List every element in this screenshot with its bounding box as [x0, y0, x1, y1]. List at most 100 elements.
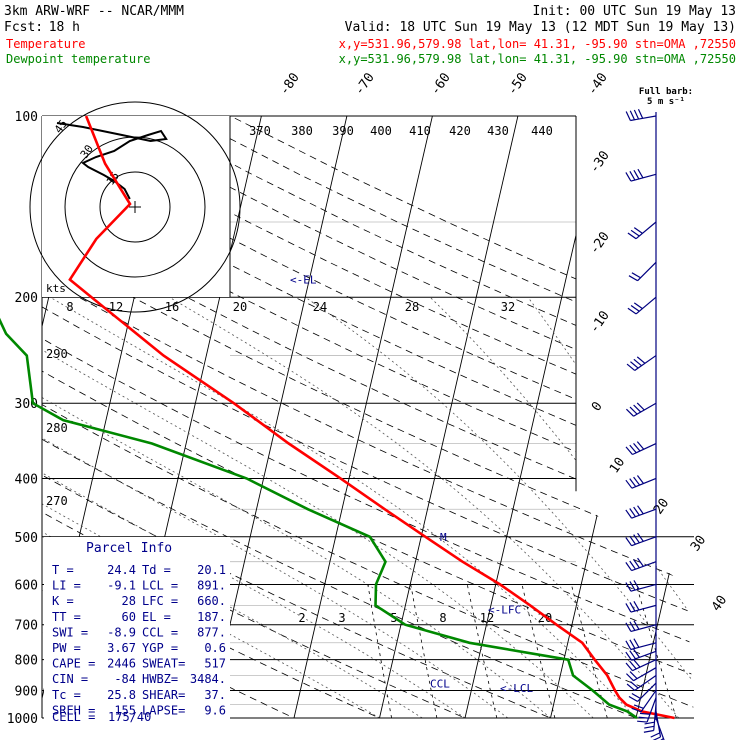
pressure-label: 100 [15, 110, 38, 125]
wind-barb-flag [627, 307, 637, 315]
theta-e-label: 430 [487, 124, 509, 138]
wind-barb-flag [660, 738, 664, 740]
wind-barb-flag [629, 560, 636, 570]
wind-barb-staff [630, 604, 657, 613]
wind-barb-flag [625, 111, 631, 121]
pressure-label: 400 [15, 472, 38, 487]
wind-barb-staff [631, 477, 657, 489]
temperature-axis-label: 24 [313, 300, 327, 314]
level-marker: CCL [430, 678, 450, 691]
wind-barb-flag [629, 508, 636, 518]
temperature-legend: Temperature [6, 37, 85, 51]
wind-barb-staff [633, 402, 657, 417]
wind-barb [628, 682, 657, 702]
wind-barb-flag [633, 600, 640, 611]
wind-barb-flag [627, 232, 637, 240]
theta-e-label: 390 [332, 124, 354, 138]
wind-barb-staff [631, 650, 657, 661]
wind-barb-flag [629, 406, 638, 415]
wind-barb [625, 638, 657, 651]
wind-barb [625, 402, 657, 417]
wind-barb-flag [636, 475, 644, 484]
dry-adiabat [42, 116, 694, 718]
wind-barb-flag [626, 683, 636, 691]
mixing-ratio-line [367, 584, 392, 718]
level-marker: <-LFC [488, 603, 521, 616]
moist-adiabat [429, 296, 694, 718]
wind-barb-flag [639, 712, 651, 715]
wind-barb-flag [630, 305, 640, 312]
pressure-label: 1000 [7, 712, 38, 727]
wind-barb-flag [630, 229, 640, 237]
parcel-param-label: LI = [52, 579, 81, 593]
wind-barb-staff [631, 508, 657, 519]
parcel-param-value: 3.67 [107, 641, 136, 655]
moist-adiabat [42, 296, 423, 718]
wind-barb-flag [636, 441, 645, 450]
dry-adiabat [186, 116, 694, 718]
pressure-label: 900 [15, 684, 38, 699]
temperature-location: x,y=531.96,579.98 lat,lon= 41.31, -95.90… [339, 37, 736, 51]
parcel-param-value: -9.1 [107, 579, 136, 593]
wind-barb-staff [630, 173, 657, 182]
valid-time: Valid: 18 UTC Sun 19 May 13 (12 MDT Sun … [345, 20, 736, 35]
wind-barb-flag [629, 444, 637, 454]
wind-barb-flag [637, 505, 644, 515]
parcel-param-value: 891. [197, 579, 226, 593]
wind-barb-flag [625, 603, 632, 613]
hodograph-units: kts [46, 282, 66, 295]
wind-barb-flag [631, 693, 641, 700]
wind-barb-flag [652, 736, 661, 740]
wind-barb-flag [630, 361, 639, 369]
wind-barb-flag [633, 358, 642, 367]
parcel-param-label: CCL = [142, 625, 178, 639]
parcel-param-label: TT = [52, 610, 81, 624]
hodograph-ring-label: 45 [52, 117, 70, 135]
parcel-info-title: Parcel Info [86, 541, 172, 556]
isotherm-label: -80 [277, 70, 303, 98]
parcel-param-value: 155 [114, 703, 136, 717]
pressure-label: 800 [15, 654, 38, 669]
wind-barb [625, 168, 657, 182]
dry-adiabat [42, 116, 322, 718]
dewpoint-location: x,y=531.96,579.98 lat,lon= 41.31, -95.90… [339, 52, 736, 66]
dry-adiabat [42, 116, 694, 718]
level-markers: <-EL <-LFC <-LCL CCL M [290, 274, 533, 695]
mixing-ratio-line [410, 584, 438, 718]
wind-barb-flag [625, 408, 634, 417]
wind-barb-flag [633, 404, 642, 413]
wind-barb-flag [637, 557, 644, 567]
isotherm-label: -70 [352, 70, 378, 98]
parcel-param-value: 37. [204, 688, 226, 702]
theta-e-label: 440 [531, 124, 553, 138]
wind-barb [625, 620, 657, 633]
wind-barb [628, 261, 657, 282]
wind-barb-staff [637, 682, 657, 702]
isotherm-label: -40 [585, 70, 611, 98]
wind-barb-staff [640, 690, 657, 713]
wind-barb [626, 675, 657, 691]
wind-barb-flag [625, 673, 634, 682]
wind-barb [625, 475, 657, 489]
wind-barb-flag [633, 620, 640, 630]
isotherm-label: -20 [587, 229, 613, 257]
wind-barb-flag [631, 272, 641, 279]
parcel-info-panel: Parcel Info T = 24.4 Td = 20.1 LI = -9.1 LCL =… [44, 537, 230, 725]
wind-barb-flag [633, 169, 640, 180]
wind-barb-flag [633, 704, 644, 709]
wind-barb-flag [625, 479, 633, 489]
dry-adiabat [42, 116, 669, 718]
parcel-param-value: 517 [204, 657, 226, 671]
wind-barb-flag [638, 716, 649, 719]
wind-barb-staff [635, 296, 657, 315]
wind-barb-flag [631, 707, 642, 713]
hodograph-ring [29, 101, 241, 313]
parcel-param-label: K = [52, 594, 74, 608]
wind-barb-flag [644, 725, 655, 729]
wind-barb-staff [630, 583, 657, 592]
wind-barb-staff [630, 624, 657, 633]
hodograph-ring [99, 171, 171, 243]
dry-adiabat [42, 116, 694, 718]
wind-barb-flag [636, 402, 645, 411]
isotherm [376, 116, 519, 718]
